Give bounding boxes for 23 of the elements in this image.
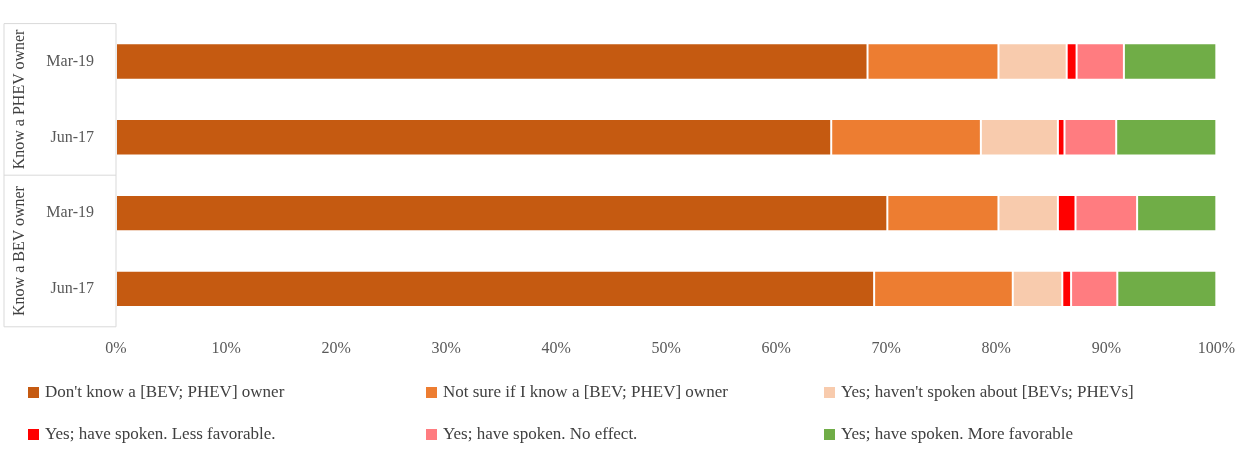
- legend-label: Yes; have spoken. More favorable: [841, 424, 1073, 444]
- x-tick-label: 80%: [981, 338, 1011, 356]
- x-tick-label: 50%: [651, 338, 681, 356]
- y-tick-label: Jun-17: [50, 279, 94, 297]
- x-tick-label: 20%: [321, 338, 351, 356]
- text: Know a BEV owner: [10, 185, 28, 316]
- x-tick-label: 60%: [761, 338, 791, 356]
- text: Know a PHEV owner: [10, 28, 28, 170]
- legend-label: Yes; haven't spoken about [BEVs; PHEVs]: [841, 382, 1134, 402]
- legend-label: Yes; have spoken. No effect.: [443, 424, 638, 444]
- x-tick-label: 100%: [1197, 338, 1235, 356]
- x-tick-label: 40%: [541, 338, 571, 356]
- y-tick-label: Mar-19: [46, 51, 94, 69]
- x-tick-label: 10%: [211, 338, 241, 356]
- legend-label: Yes; have spoken. Less favorable.: [45, 424, 276, 444]
- x-tick-label: 70%: [871, 338, 901, 356]
- x-tick-label: 90%: [1091, 338, 1121, 356]
- y-tick-label: Jun-17: [50, 127, 94, 145]
- y-tick-label: Mar-19: [46, 203, 94, 221]
- x-tick-label: 30%: [431, 338, 461, 356]
- x-tick-label: 0%: [105, 338, 127, 356]
- legend-label: Not sure if I know a [BEV; PHEV] owner: [443, 382, 728, 402]
- legend-label: Don't know a [BEV; PHEV] owner: [45, 382, 285, 402]
